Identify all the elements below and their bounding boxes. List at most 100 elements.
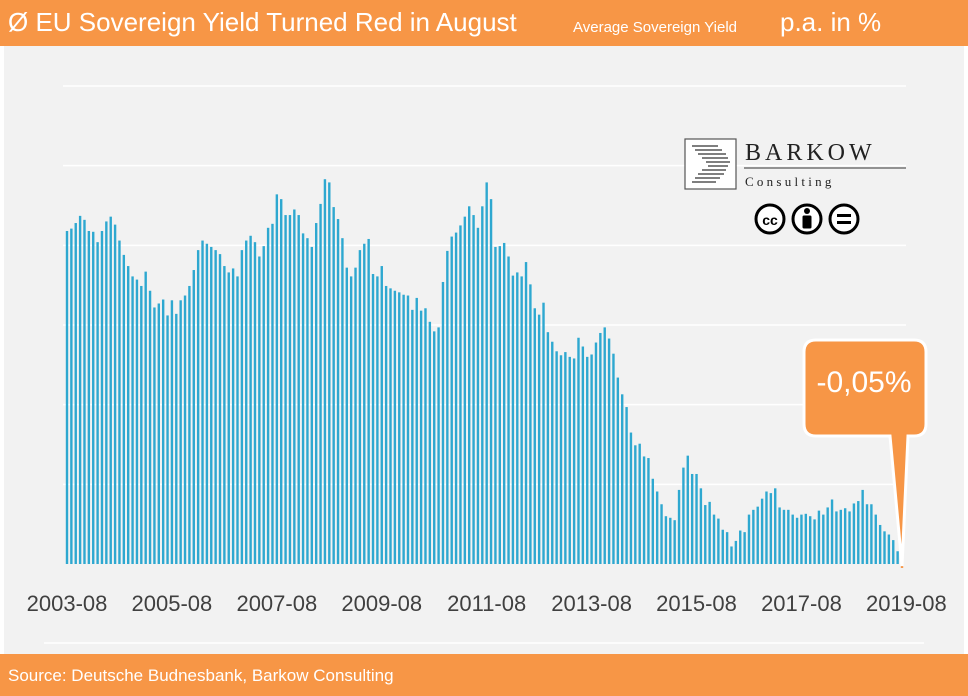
bar — [415, 297, 418, 564]
bar — [236, 276, 239, 564]
bar — [822, 514, 825, 564]
x-tick-label: 2003-08 — [27, 591, 108, 616]
bar — [87, 230, 91, 565]
bar — [402, 294, 405, 564]
bar — [345, 267, 348, 564]
bar — [760, 498, 764, 564]
bar — [210, 246, 213, 564]
bar — [83, 219, 86, 564]
bar — [450, 236, 453, 564]
bar — [201, 240, 204, 565]
bar — [607, 338, 611, 564]
bar — [223, 266, 226, 564]
bar — [572, 358, 576, 564]
bar — [127, 266, 130, 564]
bar — [157, 303, 160, 564]
bar — [406, 295, 410, 564]
bar — [109, 216, 112, 564]
bar — [319, 203, 322, 564]
bar — [468, 206, 471, 565]
bar — [354, 267, 357, 564]
bar — [677, 489, 681, 564]
bar — [804, 513, 808, 564]
bar — [594, 342, 598, 564]
bar — [511, 275, 515, 564]
bar — [717, 518, 720, 564]
bar — [564, 352, 567, 564]
bar — [301, 233, 305, 564]
bar — [520, 276, 523, 564]
bar — [262, 246, 265, 564]
bar — [433, 331, 436, 564]
bar — [485, 182, 488, 564]
chart-panel: 2003-08 2005-08 2007-08 2009-08 2011-08 2013-… — [4, 46, 964, 654]
x-tick-label: 2011-08 — [447, 591, 526, 616]
bar — [800, 514, 803, 564]
bar — [813, 519, 816, 564]
bar — [371, 274, 375, 564]
bar — [441, 281, 445, 564]
bar — [218, 254, 222, 564]
bar — [245, 240, 248, 565]
bar — [765, 491, 768, 564]
bar — [830, 499, 834, 564]
bar — [634, 445, 637, 564]
bar — [787, 509, 790, 564]
bar — [306, 238, 309, 564]
bar — [502, 242, 506, 564]
bar — [188, 285, 191, 564]
bar-chart: 2003-08 2005-08 2007-08 2009-08 2011-08 2013-… — [27, 85, 947, 644]
bar — [341, 238, 344, 564]
bar — [271, 223, 274, 564]
bar — [367, 238, 370, 564]
bar — [599, 332, 602, 564]
bar — [651, 478, 655, 564]
bar — [529, 284, 532, 564]
bar — [712, 514, 716, 564]
bar — [153, 307, 156, 564]
bar — [537, 314, 541, 564]
bar — [179, 300, 182, 564]
bar — [131, 276, 134, 564]
svg-text:cc: cc — [762, 212, 778, 228]
bar — [542, 302, 545, 564]
callout-bubble — [802, 338, 928, 567]
bar — [524, 262, 528, 564]
x-tick-label: 2007-08 — [236, 591, 317, 616]
bar — [655, 491, 659, 564]
bar — [625, 407, 628, 564]
bar — [284, 215, 287, 564]
bar — [398, 292, 401, 564]
bar — [411, 309, 414, 564]
bar — [463, 216, 467, 564]
bar — [878, 524, 882, 564]
bar — [516, 272, 519, 564]
bar — [778, 507, 781, 564]
bar — [328, 182, 331, 564]
bar — [603, 327, 606, 564]
bar — [428, 321, 432, 564]
bar — [227, 272, 230, 564]
bar — [280, 199, 283, 564]
bar — [118, 240, 121, 565]
by-icon — [791, 203, 823, 235]
bar — [78, 215, 82, 565]
bar — [865, 504, 869, 564]
bar — [743, 532, 746, 564]
x-tick-label: 2009-08 — [341, 591, 422, 616]
bar — [682, 467, 685, 564]
nd-icon — [828, 203, 860, 235]
bar — [258, 256, 261, 564]
chart-subtitle: Average Sovereign Yield — [573, 19, 738, 36]
bar — [507, 256, 510, 564]
bar — [175, 313, 178, 564]
bar — [621, 394, 624, 564]
bar — [481, 206, 484, 565]
bar — [870, 504, 873, 564]
bar — [699, 488, 703, 564]
bar — [896, 551, 899, 564]
bar — [192, 270, 195, 564]
bar — [240, 250, 244, 565]
bar — [581, 346, 585, 564]
bar — [393, 290, 397, 564]
